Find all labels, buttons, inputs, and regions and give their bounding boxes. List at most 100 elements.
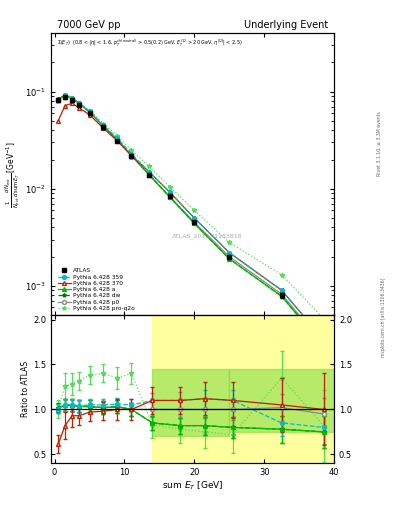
Pythia 6.428 370 xyxy=(63,102,68,109)
Pythia 6.428 pro-q2o xyxy=(101,120,106,126)
Pythia 6.428 p0 xyxy=(115,137,120,143)
Pythia 6.428 370 xyxy=(227,249,231,255)
Pythia 6.428 p0 xyxy=(321,341,326,347)
Pythia 6.428 370 xyxy=(192,215,196,221)
Pythia 6.428 a xyxy=(321,343,326,349)
Pythia 6.428 dw xyxy=(227,255,231,262)
Pythia 6.428 pro-q2o xyxy=(87,108,92,114)
Pythia 6.428 dw xyxy=(87,109,92,115)
Pythia 6.428 pro-q2o xyxy=(56,96,61,102)
Pythia 6.428 p0 xyxy=(227,253,231,260)
Text: $\Sigma(E_T)$  (0.8 < |$\eta$| < 1.6, $p_T^{ch(neutral)}$ > 0.5(0.2) GeV, $E_T^{: $\Sigma(E_T)$ (0.8 < |$\eta$| < 1.6, $p_… xyxy=(57,37,242,48)
Pythia 6.428 370 xyxy=(115,138,120,144)
Bar xyxy=(229,369,334,432)
Pythia 6.428 p0 xyxy=(63,92,68,98)
Pythia 6.428 370 xyxy=(147,168,151,175)
Text: ATLAS_2012_I1183818: ATLAS_2012_I1183818 xyxy=(171,233,242,239)
Line: Pythia 6.428 a: Pythia 6.428 a xyxy=(56,93,325,348)
Pythia 6.428 pro-q2o xyxy=(63,92,68,98)
Pythia 6.428 359 xyxy=(192,215,196,221)
Legend: ATLAS, Pythia 6.428 359, Pythia 6.428 370, Pythia 6.428 a, Pythia 6.428 dw, Pyth: ATLAS, Pythia 6.428 359, Pythia 6.428 37… xyxy=(57,267,136,312)
Pythia 6.428 370 xyxy=(87,112,92,118)
Text: Underlying Event: Underlying Event xyxy=(244,20,329,30)
Pythia 6.428 pro-q2o xyxy=(147,163,151,169)
Pythia 6.428 dw xyxy=(192,220,196,226)
Pythia 6.428 370 xyxy=(70,100,74,106)
Pythia 6.428 dw xyxy=(101,123,106,130)
Line: Pythia 6.428 370: Pythia 6.428 370 xyxy=(56,101,325,342)
Pythia 6.428 dw xyxy=(56,96,61,102)
Y-axis label: $\frac{1}{N_{evt}}\frac{d\,N_{evt}}{d\,\mathrm{sum}\,E_T}\,[\mathrm{GeV}^{-1}]$: $\frac{1}{N_{evt}}\frac{d\,N_{evt}}{d\,\… xyxy=(4,141,22,208)
Pythia 6.428 p0 xyxy=(167,194,172,200)
X-axis label: sum $E_T$ [GeV]: sum $E_T$ [GeV] xyxy=(162,480,223,493)
Text: 7000 GeV pp: 7000 GeV pp xyxy=(57,20,120,30)
Pythia 6.428 pro-q2o xyxy=(77,100,81,106)
Pythia 6.428 p0 xyxy=(279,291,284,297)
Pythia 6.428 359 xyxy=(87,108,92,114)
Text: mcplots.cern.ch [arXiv:1306.3436]: mcplots.cern.ch [arXiv:1306.3436] xyxy=(381,278,386,357)
Pythia 6.428 a xyxy=(129,153,134,159)
Pythia 6.428 p0 xyxy=(129,153,134,159)
Pythia 6.428 359 xyxy=(129,151,134,157)
Pythia 6.428 a xyxy=(192,220,196,226)
Pythia 6.428 pro-q2o xyxy=(279,272,284,278)
Pythia 6.428 pro-q2o xyxy=(129,147,134,153)
Pythia 6.428 dw xyxy=(70,95,74,101)
Pythia 6.428 370 xyxy=(56,118,61,124)
Pythia 6.428 pro-q2o xyxy=(227,240,231,246)
Pythia 6.428 a xyxy=(227,255,231,262)
Pythia 6.428 p0 xyxy=(87,109,92,115)
Line: Pythia 6.428 p0: Pythia 6.428 p0 xyxy=(56,93,325,346)
Pythia 6.428 p0 xyxy=(192,219,196,225)
Pythia 6.428 p0 xyxy=(147,172,151,178)
Pythia 6.428 359 xyxy=(115,135,120,141)
Pythia 6.428 pro-q2o xyxy=(167,184,172,190)
Pythia 6.428 dw xyxy=(77,100,81,106)
Pythia 6.428 359 xyxy=(70,95,74,101)
Pythia 6.428 p0 xyxy=(56,96,61,102)
Pythia 6.428 dw xyxy=(321,343,326,349)
Pythia 6.428 pro-q2o xyxy=(115,133,120,139)
Pythia 6.428 359 xyxy=(101,122,106,129)
Line: Pythia 6.428 359: Pythia 6.428 359 xyxy=(56,93,325,342)
Pythia 6.428 pro-q2o xyxy=(192,207,196,214)
Pythia 6.428 dw xyxy=(147,172,151,178)
Line: Pythia 6.428 dw: Pythia 6.428 dw xyxy=(56,93,326,348)
Pythia 6.428 a xyxy=(115,137,120,143)
Pythia 6.428 dw xyxy=(63,92,68,98)
Line: Pythia 6.428 pro-q2o: Pythia 6.428 pro-q2o xyxy=(56,93,326,321)
Pythia 6.428 a xyxy=(63,92,68,98)
Pythia 6.428 359 xyxy=(167,189,172,196)
Pythia 6.428 370 xyxy=(279,287,284,293)
Pythia 6.428 359 xyxy=(63,92,68,98)
Pythia 6.428 a xyxy=(167,194,172,200)
Pythia 6.428 dw xyxy=(115,137,120,143)
Y-axis label: Ratio to ATLAS: Ratio to ATLAS xyxy=(21,361,30,417)
Pythia 6.428 dw xyxy=(129,153,134,159)
Pythia 6.428 dw xyxy=(279,293,284,300)
Pythia 6.428 dw xyxy=(167,194,172,200)
Pythia 6.428 p0 xyxy=(101,123,106,130)
Pythia 6.428 a xyxy=(147,172,151,178)
Pythia 6.428 359 xyxy=(321,336,326,343)
Pythia 6.428 a xyxy=(87,109,92,115)
Pythia 6.428 359 xyxy=(147,168,151,175)
Bar xyxy=(152,369,229,436)
Pythia 6.428 359 xyxy=(56,96,61,102)
Pythia 6.428 pro-q2o xyxy=(70,95,74,101)
Pythia 6.428 a xyxy=(56,96,61,102)
Pythia 6.428 a xyxy=(70,95,74,101)
Pythia 6.428 370 xyxy=(101,125,106,132)
Pythia 6.428 359 xyxy=(227,249,231,255)
Pythia 6.428 359 xyxy=(77,100,81,106)
Pythia 6.428 370 xyxy=(129,153,134,159)
Bar xyxy=(152,315,334,463)
Pythia 6.428 a xyxy=(77,100,81,106)
Pythia 6.428 359 xyxy=(279,287,284,293)
Pythia 6.428 370 xyxy=(167,189,172,196)
Pythia 6.428 pro-q2o xyxy=(321,315,326,322)
Pythia 6.428 370 xyxy=(77,105,81,111)
Pythia 6.428 a xyxy=(101,123,106,130)
Pythia 6.428 p0 xyxy=(77,101,81,107)
Text: Rivet 3.1.10, ≥ 3.3M events: Rivet 3.1.10, ≥ 3.3M events xyxy=(377,111,382,176)
